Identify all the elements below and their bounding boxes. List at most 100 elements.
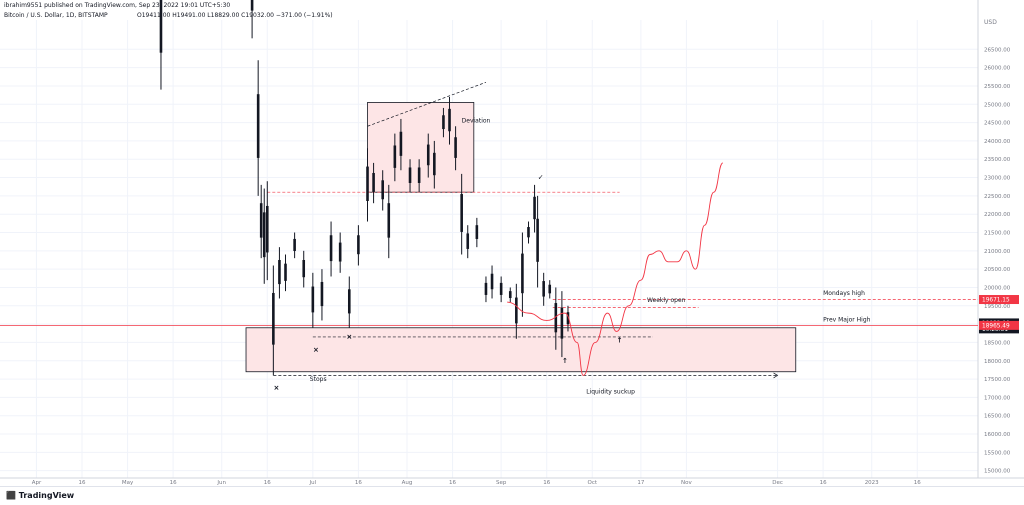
y-tick-label: 15000.00 (984, 469, 1011, 475)
candle-body (381, 180, 384, 200)
y-tick-label: 19500.00 (984, 304, 1011, 310)
y-tick-label: 16000.00 (984, 432, 1011, 438)
footer-bar: ⬛ TradingView (0, 486, 1024, 505)
candle-body (533, 196, 536, 220)
x-tick-label: 2023 (865, 480, 879, 486)
prev-major-high-price-tag (979, 320, 1019, 330)
candle-body (515, 297, 518, 324)
x-tick-label: 16 (449, 480, 456, 486)
x-tick-label: 16 (820, 480, 827, 486)
x-tick-label: Dec (772, 480, 783, 486)
x-tick-label: 17 (637, 480, 644, 486)
candle-body (256, 94, 260, 158)
y-tick-label: 20500.00 (984, 267, 1011, 273)
y-tick-label: 16500.00 (984, 414, 1011, 420)
demand-zone (245, 327, 797, 373)
stops-arrowhead (773, 372, 779, 379)
candle-body (433, 152, 436, 176)
mondays-high-label: Mondays high (823, 290, 865, 297)
candle-body (554, 303, 558, 333)
y-tick-label: 26000.00 (984, 66, 1011, 72)
x-tick-label: Jul (309, 480, 317, 486)
ohlc-readout: O19411.00 H19491.00 L18829.00 C19032.00 … (137, 12, 333, 19)
x-tick-label: 16 (170, 480, 177, 486)
candle-body (466, 233, 470, 249)
candle-body (357, 235, 360, 255)
y-tick-label: 25000.00 (984, 102, 1011, 108)
candle-body (527, 227, 530, 238)
y-tick-label: 23500.00 (984, 157, 1011, 163)
candle-body (293, 238, 296, 251)
candle-body (548, 284, 552, 294)
candle-body (536, 218, 539, 262)
y-tick-label: 18000.00 (984, 359, 1011, 365)
x-tick-label: Apr (32, 480, 42, 486)
x-tick-label: Jun (216, 480, 226, 486)
y-tick-label: 26500.00 (984, 47, 1011, 53)
y-tick-label: 24000.00 (984, 139, 1011, 145)
x-tick-label: 16 (264, 480, 271, 486)
x-tick-label: May (122, 480, 134, 486)
candle-body (338, 242, 342, 262)
x-tick-label: Nov (681, 480, 692, 486)
candle-body (311, 286, 315, 313)
candle-body (393, 145, 397, 168)
x-tick-label: 16 (914, 480, 921, 486)
y-tick-label: 18500.00 (984, 340, 1011, 346)
x-tick-label: Sep (496, 480, 507, 486)
stops-label: Stops (310, 376, 327, 383)
y-tick-label: 21500.00 (984, 231, 1011, 237)
candle-body (278, 259, 281, 285)
candle-body (566, 312, 570, 325)
prev-major-high-label: Prev Major High (823, 317, 871, 324)
x-tick-label: Oct (588, 480, 598, 486)
check-mark: ✓ (538, 174, 544, 182)
mondays-high-price-tag-text: 19671.15 (982, 298, 1010, 304)
liquidity-suckup-label: Liquidity suckup (586, 389, 635, 396)
y-tick-label: 25500.00 (984, 84, 1011, 90)
y-tick-label: 21000.00 (984, 249, 1011, 255)
x-tick-label: 16 (79, 480, 86, 486)
y-tick-label: 24500.00 (984, 121, 1011, 127)
candle-body (521, 253, 524, 294)
candle-body (426, 144, 430, 166)
candle-body (329, 235, 333, 262)
up-arrow-mark: ↑ (562, 357, 568, 365)
y-tick-label: 20000.00 (984, 285, 1011, 291)
candle-body (475, 225, 479, 239)
candle-body (508, 291, 512, 299)
candle-body (454, 137, 457, 158)
deviation-label: Deviation (462, 118, 491, 125)
prev-major-high-price-tag-text: 18965.49 (982, 323, 1010, 329)
x-mark: × (273, 384, 279, 392)
tradingview-logo[interactable]: ⬛ TradingView (6, 491, 74, 500)
price-chart[interactable]: 15000.00 15500.00 16000.00 16500.00 17000.00… (0, 0, 1024, 486)
candle-body (366, 166, 369, 202)
y-unit-label: USD (984, 19, 997, 26)
x-mark: × (313, 346, 319, 354)
brand-name: TradingView (18, 491, 75, 500)
candle-body (460, 194, 463, 232)
x-tick-label: 16 (355, 480, 362, 486)
candle-body (499, 282, 503, 295)
symbol-title: Bitcoin / U.S. Dollar, 1D, BITSTAMP (4, 12, 108, 19)
y-tick-label: 15500.00 (984, 450, 1011, 456)
candle-body (448, 108, 451, 132)
candle-body (320, 281, 324, 307)
candle-body (372, 172, 375, 192)
candle-body (259, 203, 263, 238)
projection-path (507, 162, 724, 376)
tradingview-logo-icon: ⬛ (6, 491, 16, 500)
x-tick-label: 16 (543, 480, 550, 486)
y-tick-label: 17500.00 (984, 377, 1011, 383)
candle-body (347, 289, 351, 314)
deviation-zone (367, 102, 475, 193)
candle-body (417, 167, 421, 183)
publish-info: ibrahim9551 published on TradingView.com… (4, 2, 231, 9)
candle-body (250, 0, 254, 11)
deviation-trendline (367, 81, 487, 127)
candle-body (490, 273, 494, 290)
candle-body (399, 131, 403, 156)
candle-body (442, 115, 445, 130)
